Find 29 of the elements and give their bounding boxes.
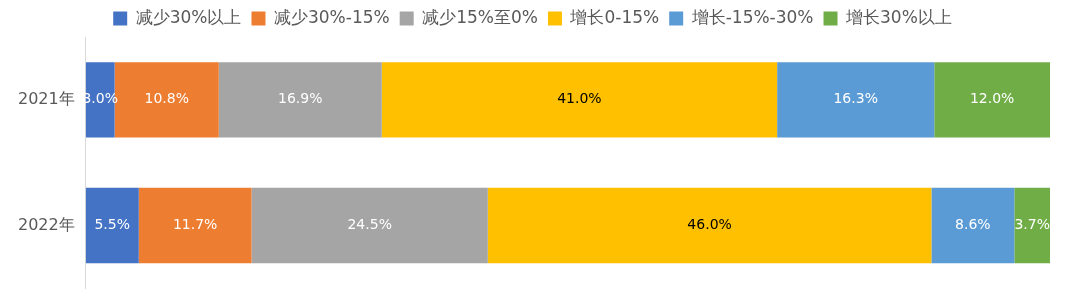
bar bbox=[777, 62, 935, 138]
legend-label: 增长30%以上 bbox=[845, 6, 952, 27]
data-label: 41.0% bbox=[557, 90, 602, 107]
bar bbox=[138, 187, 252, 264]
data-label: 3.7% bbox=[1014, 216, 1050, 233]
data-label: 8.6% bbox=[955, 216, 991, 233]
bar bbox=[218, 62, 382, 138]
data-label: 24.5% bbox=[347, 216, 392, 233]
data-label: 16.9% bbox=[278, 90, 323, 107]
y-tick-label: 2021年 bbox=[18, 89, 75, 109]
bar bbox=[931, 187, 1015, 264]
y-tick-label: 2022年 bbox=[18, 214, 75, 234]
data-label: 5.5% bbox=[94, 216, 131, 233]
legend-label: 减少30%以上 bbox=[135, 6, 242, 27]
bar bbox=[487, 187, 932, 264]
data-label: 46.0% bbox=[687, 216, 732, 233]
bar bbox=[1014, 187, 1050, 264]
data-label: 16.3% bbox=[833, 90, 878, 107]
data-label: 12.0% bbox=[969, 90, 1015, 107]
legend-label: 增长-15%-30% bbox=[690, 6, 814, 27]
legend-label: 减少30%-15% bbox=[273, 6, 390, 27]
data-label: 11.7% bbox=[172, 216, 218, 233]
data-label: 10.8% bbox=[144, 90, 189, 107]
bar bbox=[85, 187, 139, 264]
bar bbox=[934, 62, 1050, 138]
legend-label: 增长0-15% bbox=[569, 6, 660, 27]
bar bbox=[381, 62, 778, 138]
bar bbox=[251, 187, 488, 264]
legend-label: 减少15%至0% bbox=[422, 6, 538, 27]
